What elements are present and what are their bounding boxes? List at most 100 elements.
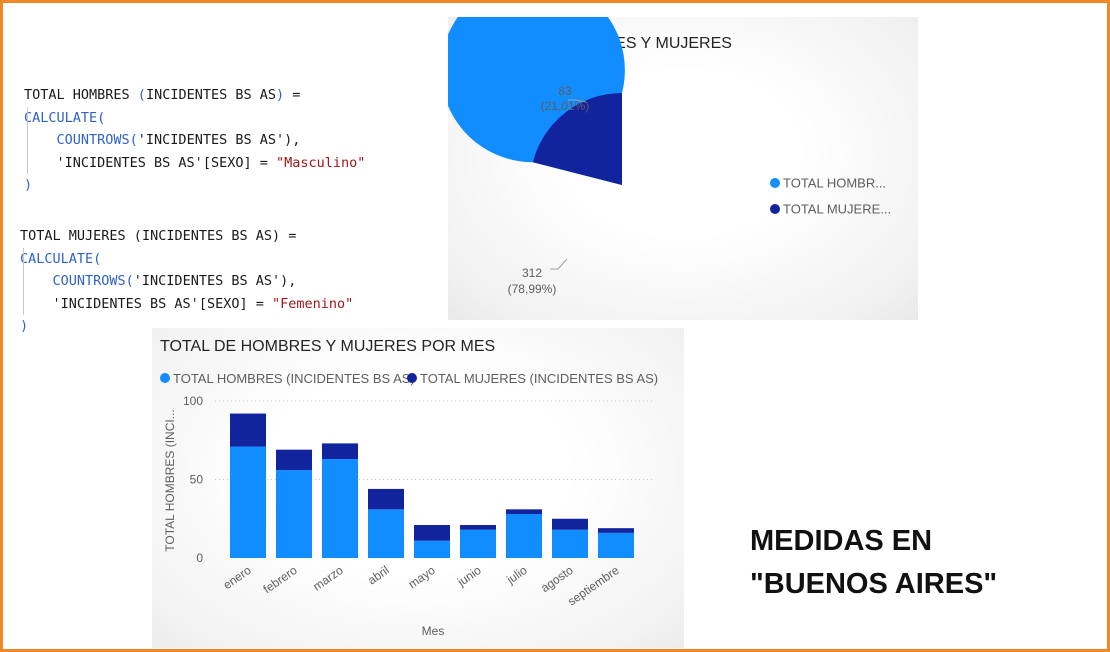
code-line: TOTAL MUJERES (INCIDENTES BS AS) = — [20, 225, 353, 248]
bar-hombres[interactable] — [368, 509, 404, 558]
code-token: 'INCIDENTES BS AS' — [24, 154, 203, 171]
indent-guide — [23, 292, 24, 315]
code-token: TOTAL HOMBRES — [24, 87, 138, 103]
code-token: = — [247, 295, 272, 312]
bar-mujeres[interactable] — [506, 509, 542, 515]
code-line: 'INCIDENTES BS AS'[SEXO] = "Masculino" — [24, 151, 366, 174]
x-tick-label: mayo — [406, 563, 438, 591]
code-token — [24, 132, 57, 148]
x-axis-label: Mes — [422, 624, 445, 638]
legend-marker — [770, 178, 780, 188]
x-tick-label: marzo — [310, 563, 346, 594]
code-token: ) — [275, 87, 285, 103]
code-token: CALCULATE( — [20, 250, 102, 267]
x-tick-label: abril — [365, 563, 392, 587]
dax-code-hombres: TOTAL HOMBRES (INCIDENTES BS AS) = CALCUL… — [24, 84, 365, 197]
code-token: INCIDENTES BS AS — [141, 228, 272, 244]
code-token: "Masculino" — [275, 154, 366, 171]
code-line: COUNTROWS('INCIDENTES BS AS'), — [24, 129, 365, 152]
code-token: ) — [20, 318, 29, 334]
indent-guide — [27, 106, 28, 129]
code-token: COUNTROWS( — [56, 132, 138, 148]
pie-slice-mujeres[interactable] — [532, 93, 622, 185]
indent-guide — [27, 129, 28, 152]
bar-hombres[interactable] — [506, 514, 542, 558]
code-line: CALCULATE( — [24, 106, 365, 129]
bar-hombres[interactable] — [230, 446, 266, 558]
pie-percent-label: (78,99%) — [508, 282, 557, 296]
x-tick-label: julio — [503, 563, 530, 587]
code-token: ) — [24, 177, 33, 193]
code-token: ( — [137, 87, 146, 103]
dax-code-mujeres: TOTAL MUJERES (INCIDENTES BS AS) = CALCUL… — [20, 225, 353, 338]
code-line: ) — [24, 174, 365, 197]
pie-value-label: 312 — [522, 266, 542, 280]
bar-mujeres[interactable] — [598, 528, 634, 533]
bar-legend-label[interactable]: TOTAL HOMBRES (INCIDENTES BS AS) — [173, 371, 415, 386]
bar-mujeres[interactable] — [460, 525, 496, 530]
indent-guide — [23, 270, 24, 293]
bar-hombres[interactable] — [460, 529, 496, 558]
code-line: 'INCIDENTES BS AS'[SEXO] = "Femenino" — [20, 292, 354, 315]
bar-mujeres[interactable] — [414, 525, 450, 541]
code-token: ( — [133, 228, 142, 244]
code-token: [SEXO] — [198, 295, 248, 312]
code-token: ), — [280, 273, 297, 289]
code-token: 'INCIDENTES BS AS' — [133, 273, 281, 289]
stacked-bar-chart: TOTAL HOMBRES (INCIDENTES BS AS) TOTAL MU… — [160, 371, 658, 638]
code-token: "Femenino" — [271, 295, 354, 312]
bar-hombres[interactable] — [552, 529, 588, 558]
x-tick-label: enero — [221, 563, 254, 592]
bar-legend-label[interactable]: TOTAL MUJERES (INCIDENTES BS AS) — [420, 371, 658, 386]
caption-line-1: MEDIDAS EN — [750, 525, 933, 557]
caption-line-2: "BUENOS AIRES" — [750, 568, 998, 600]
bar-mujeres[interactable] — [368, 488, 404, 510]
pie-legend-label[interactable]: TOTAL MUJERE... — [783, 202, 891, 217]
x-tick-label: junio — [454, 563, 484, 590]
bar-hombres[interactable] — [322, 459, 358, 558]
code-token: = — [284, 87, 301, 103]
code-token: = — [280, 228, 297, 244]
legend-marker — [160, 373, 170, 383]
pie-percent-label: (21,01%) — [541, 99, 590, 113]
bar-chart-title: TOTAL DE HOMBRES Y MUJERES POR MES — [160, 338, 496, 355]
code-token: = — [251, 154, 276, 171]
bar-hombres[interactable] — [276, 470, 312, 558]
y-axis-label: TOTAL HOMBRES (INCI... — [163, 409, 177, 551]
bar-mujeres[interactable] — [276, 449, 312, 471]
legend-marker — [407, 373, 417, 383]
y-tick-label: 100 — [183, 394, 203, 408]
pie-leader-line — [568, 99, 587, 103]
pie-chart: 83(21,01%) 312 (78,99%) TOTAL HOMBR... TOTAL… — [448, 17, 891, 296]
pie-chart-panel: TOTAL DE HOMBRES Y MUJERES 83(21,01%)312… — [448, 17, 918, 320]
pie-legend-label[interactable]: TOTAL HOMBR... — [783, 176, 886, 191]
code-token: ) — [271, 228, 281, 244]
bar-hombres[interactable] — [414, 540, 450, 558]
code-token: COUNTROWS( — [52, 273, 134, 289]
y-tick-label: 50 — [190, 473, 204, 487]
code-token: CALCULATE( — [24, 109, 106, 126]
bar-mujeres[interactable] — [322, 443, 358, 460]
code-token: [SEXO] — [202, 154, 252, 171]
code-token: ), — [284, 132, 301, 148]
code-line: CALCULATE( — [20, 247, 353, 270]
caption: MEDIDAS EN "BUENOS AIRES" — [750, 520, 997, 606]
bar-mujeres[interactable] — [552, 518, 588, 530]
code-line: ) — [20, 315, 353, 338]
x-tick-label: febrero — [261, 563, 300, 596]
indent-guide — [27, 151, 28, 174]
code-line: COUNTROWS('INCIDENTES BS AS'), — [20, 270, 353, 293]
code-token — [20, 273, 53, 289]
bar-chart-panel: TOTAL DE HOMBRES Y MUJERES POR MES TOTAL… — [152, 328, 684, 648]
x-tick-label: septiembre — [565, 563, 622, 609]
code-token: TOTAL MUJERES — [20, 228, 134, 244]
code-token: 'INCIDENTES BS AS' — [20, 295, 199, 312]
bar-hombres[interactable] — [598, 532, 634, 558]
x-tick-label: agosto — [538, 563, 576, 595]
pie-value-label: 83 — [558, 84, 572, 98]
code-token: INCIDENTES BS AS — [145, 87, 276, 103]
y-tick-label: 0 — [196, 551, 203, 565]
code-line: TOTAL HOMBRES (INCIDENTES BS AS) = — [24, 84, 365, 107]
pie-leader-line — [550, 258, 568, 270]
bar-mujeres[interactable] — [230, 413, 266, 447]
